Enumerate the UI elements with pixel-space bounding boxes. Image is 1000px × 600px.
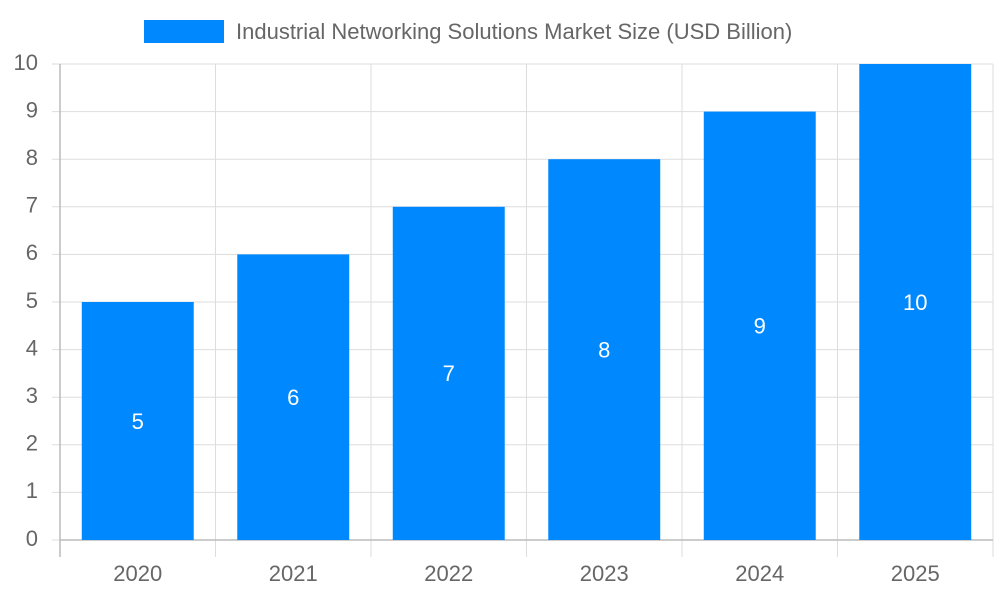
data-label: 9 — [754, 314, 766, 339]
y-tick-label: 0 — [26, 526, 38, 551]
y-tick-label: 7 — [26, 193, 38, 218]
legend-label: Industrial Networking Solutions Market S… — [236, 19, 792, 44]
y-tick-label: 1 — [26, 478, 38, 503]
bar — [81, 302, 194, 540]
x-tick-label: 2024 — [735, 561, 784, 586]
bar — [237, 254, 350, 540]
bar — [548, 159, 661, 540]
x-tick-label: 2022 — [424, 561, 473, 586]
y-tick-label: 9 — [26, 97, 38, 122]
y-tick-label: 4 — [26, 335, 38, 360]
y-tick-label: 10 — [14, 50, 38, 75]
y-tick-label: 3 — [26, 383, 38, 408]
data-label: 6 — [287, 385, 299, 410]
bar — [392, 206, 505, 541]
data-label: 10 — [903, 290, 927, 315]
bar — [703, 111, 816, 540]
x-tick-label: 2023 — [580, 561, 629, 586]
data-label: 7 — [443, 361, 455, 386]
y-tick-label: 8 — [26, 145, 38, 170]
data-label: 8 — [598, 337, 610, 362]
x-tick-label: 2025 — [891, 561, 940, 586]
data-label: 5 — [132, 409, 144, 434]
y-tick-label: 5 — [26, 288, 38, 313]
x-tick-label: 2020 — [113, 561, 162, 586]
y-tick-label: 2 — [26, 431, 38, 456]
legend-swatch — [144, 20, 224, 43]
x-tick-label: 2021 — [269, 561, 318, 586]
bar — [859, 64, 972, 540]
y-tick-label: 6 — [26, 240, 38, 265]
